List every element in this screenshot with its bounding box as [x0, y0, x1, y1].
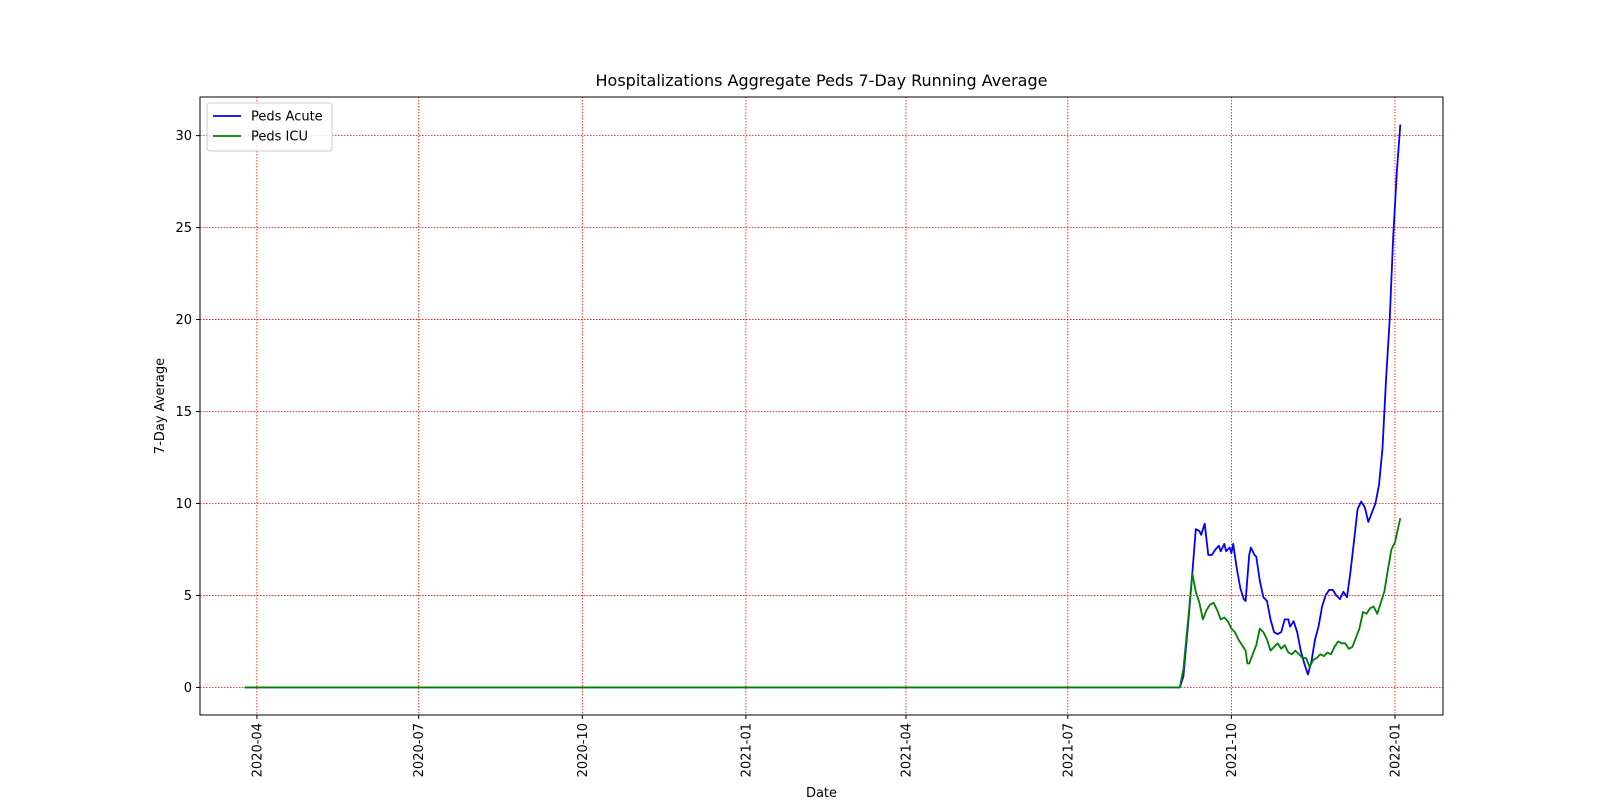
x-tick-label-2020-04: 2020-04	[250, 723, 265, 777]
legend-label-peds-acute: Peds Acute	[251, 110, 323, 125]
y-axis-title: 7-Day Average	[153, 358, 168, 454]
grid	[200, 97, 1443, 715]
y-tick-label-25: 25	[175, 221, 192, 236]
y-tick-label-10: 10	[175, 497, 192, 512]
y-tick-label-0: 0	[184, 681, 192, 696]
x-tick-label-2021-01: 2021-01	[739, 723, 754, 777]
series-layer	[244, 124, 1402, 689]
y-tick-label-20: 20	[175, 313, 192, 328]
x-tick-label-2021-10: 2021-10	[1225, 723, 1240, 777]
series-line-peds-icu	[244, 518, 1402, 689]
x-tick-label-2022-01: 2022-01	[1388, 723, 1403, 777]
y-tick-label-30: 30	[175, 129, 192, 144]
legend-label-peds-icu: Peds ICU	[251, 130, 308, 145]
x-tick-label-2021-04: 2021-04	[899, 723, 914, 777]
y-tick-label-5: 5	[184, 589, 192, 604]
x-tick-label-2020-07: 2020-07	[412, 723, 427, 777]
series-line-peds-acute	[244, 124, 1402, 689]
x-axis-title: Date	[806, 786, 837, 800]
chart-title: Hospitalizations Aggregate Peds 7-Day Ru…	[596, 71, 1048, 90]
axis-ticks: 0 5 10 15 20 25 30 2020-04 2020-07 2020-10 2021-01…	[175, 129, 1403, 777]
y-tick-label-15: 15	[175, 405, 192, 420]
x-tick-label-2021-07: 2021-07	[1061, 723, 1076, 777]
legend-box	[206, 102, 333, 152]
plot-frame	[199, 96, 1444, 716]
x-tick-label-2020-10: 2020-10	[576, 723, 591, 777]
legend: Peds Acute Peds ICU	[206, 102, 333, 152]
